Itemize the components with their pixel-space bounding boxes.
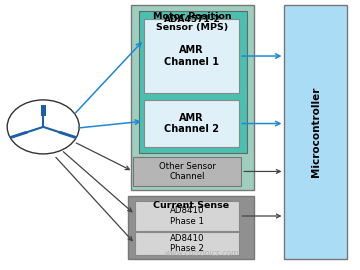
Text: Current Sense: Current Sense — [153, 201, 229, 210]
Bar — [135, 201, 239, 231]
Text: AMR
Channel 1: AMR Channel 1 — [164, 45, 219, 67]
Bar — [135, 232, 239, 255]
Text: AD8410
Phase 2: AD8410 Phase 2 — [170, 234, 204, 253]
Bar — [131, 5, 254, 190]
Bar — [139, 11, 247, 153]
Polygon shape — [41, 105, 45, 116]
Bar — [284, 5, 347, 259]
Text: www.cntronics.com: www.cntronics.com — [165, 249, 239, 258]
Polygon shape — [9, 131, 28, 139]
Text: Other Sensor
Channel: Other Sensor Channel — [159, 162, 216, 181]
Text: AD8410
Phase 1: AD8410 Phase 1 — [170, 206, 204, 226]
Bar — [133, 157, 241, 186]
Text: Microcontroller: Microcontroller — [311, 87, 321, 177]
Bar — [128, 196, 254, 259]
Bar — [144, 19, 239, 93]
Bar — [144, 100, 239, 147]
Text: ADA4571-2: ADA4571-2 — [164, 15, 221, 24]
Circle shape — [7, 100, 79, 154]
Text: AMR
Channel 2: AMR Channel 2 — [164, 113, 219, 134]
Polygon shape — [58, 131, 78, 139]
Text: Motor Position
Sensor (MPS): Motor Position Sensor (MPS) — [153, 12, 232, 32]
